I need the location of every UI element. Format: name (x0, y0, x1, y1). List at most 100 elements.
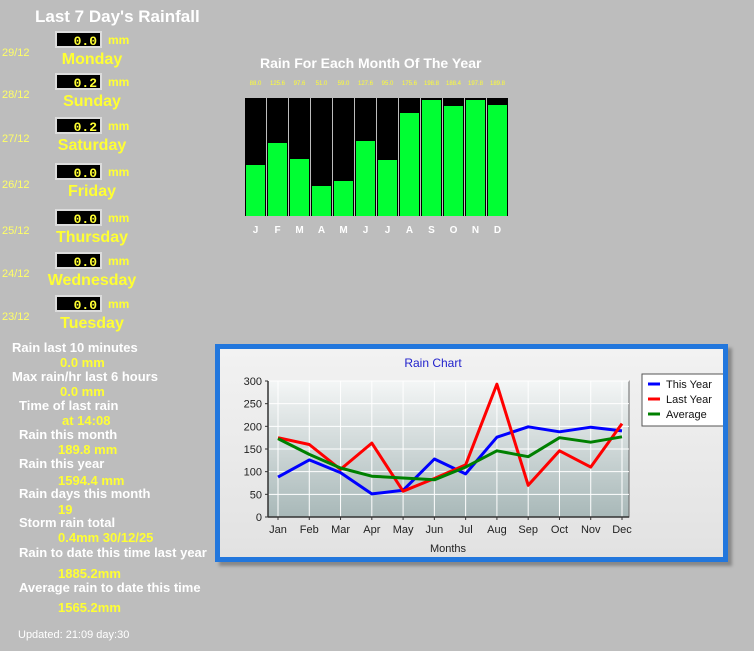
stat-label: Rain this month (19, 427, 118, 442)
bar-value-label: 125.6 (269, 81, 285, 87)
bar-value-label: 97.6 (293, 81, 306, 87)
x-tick-label: Oct (551, 524, 568, 536)
day-rain-value: 0.0 (55, 163, 102, 181)
x-tick-label: Dec (612, 524, 632, 536)
bar-track (399, 98, 420, 216)
day-rain-value: 0.0 (55, 209, 102, 227)
bar-category-label: J (384, 225, 391, 236)
bar-value-label: 59.0 (337, 81, 350, 87)
rain-line-chart: Rain Chart 0 50 100 150 200 250 300 Jan Feb Mar Ap… (244, 356, 725, 555)
bar-value-label: 127.6 (357, 81, 373, 87)
day-name: Monday (61, 51, 123, 68)
bar (246, 165, 265, 216)
rain-chart-panel: Rain Chart 0 50 100 150 200 250 300 Jan Feb Mar Ap… (215, 344, 728, 562)
monthly-chart-title: Rain For Each Month Of The Year (260, 55, 482, 71)
y-tick-label: 300 (244, 376, 262, 388)
stat-value: 0.0 mm (60, 355, 105, 370)
bar-track (487, 98, 508, 216)
y-tick-label: 100 (244, 467, 262, 479)
day-rain-value: 0.2 (55, 73, 102, 91)
bar (334, 181, 353, 216)
bar-track (267, 98, 288, 216)
bar (378, 160, 397, 216)
bar-track (245, 98, 266, 216)
stat-value: 1594.4 mm (58, 473, 125, 488)
bar-category-label: A (405, 225, 414, 236)
y-tick-label: 50 (250, 489, 262, 501)
day-date: 24/12 (2, 268, 30, 280)
page-title: Last 7 Day's Rainfall (35, 7, 200, 26)
y-tick-label: 150 (244, 444, 262, 456)
bar-track (421, 98, 442, 216)
bar-value-label: 188.4 (445, 81, 461, 87)
bar (466, 100, 485, 216)
y-tick-label: 200 (244, 421, 262, 433)
bar (488, 105, 507, 216)
stat-label: Average rain to date this time (19, 580, 201, 595)
bar-category-label: F (274, 225, 281, 236)
bar-track (289, 98, 310, 216)
stat-value: at 14:08 (62, 413, 111, 428)
stat-label: Storm rain total (19, 515, 116, 530)
stat-value: 0.4mm 30/12/25 (58, 530, 154, 545)
day-rain-unit: mm (108, 119, 130, 133)
day-name: Wednesday (47, 272, 137, 289)
stat-label: Rain to date this time last year (19, 545, 207, 560)
x-tick-label: Nov (581, 524, 601, 536)
stat-label: Max rain/hr last 6 hours (12, 369, 158, 384)
bar-track (377, 98, 398, 216)
legend-label: This Year (666, 379, 712, 391)
stat-value: 1565.2mm (58, 600, 121, 615)
day-rain-unit: mm (108, 297, 130, 311)
updated-timestamp: Updated: 21:09 day:30 (18, 629, 130, 641)
day-date: 29/12 (2, 47, 30, 59)
bar-category-label: J (362, 225, 369, 236)
bar-track (465, 98, 486, 216)
bar-track (311, 98, 332, 216)
bar-category-label: S (428, 225, 435, 236)
line-chart-title: Rain Chart (404, 356, 462, 370)
bar-value-label: 197.8 (467, 81, 483, 87)
day-name: Sunday (63, 93, 121, 110)
bar-track (355, 98, 376, 216)
y-tick-label: 250 (244, 399, 262, 411)
bar (444, 106, 463, 216)
day-rain-unit: mm (108, 211, 130, 225)
y-tick-label: 0 (256, 512, 262, 524)
day-name: Saturday (57, 137, 127, 154)
day-date: 25/12 (2, 225, 30, 237)
x-axis-label: Months (430, 543, 467, 555)
bar (422, 100, 441, 216)
bar-category-label: D (493, 225, 502, 236)
x-tick-label: Mar (331, 524, 350, 536)
day-date: 28/12 (2, 89, 30, 101)
x-tick-label: Jul (459, 524, 473, 536)
bar (312, 186, 331, 216)
day-rain-value: 0.0 (55, 295, 102, 313)
stat-label: Time of last rain (19, 398, 119, 413)
bar (268, 143, 287, 216)
legend-label: Last Year (666, 394, 712, 406)
bar-track (443, 98, 464, 216)
bar-value-label: 175.6 (401, 81, 417, 87)
stat-value: 189.8 mm (58, 442, 118, 457)
stat-label: Rain this year (19, 456, 105, 471)
day-rain-value: 0.0 (55, 31, 102, 49)
x-tick-label: Apr (363, 524, 380, 536)
x-tick-label: Jan (269, 524, 287, 536)
bar-value-label: 189.8 (489, 81, 505, 87)
day-rain-value: 0.0 (55, 252, 102, 270)
day-rain-unit: mm (108, 75, 130, 89)
bar-category-label: O (449, 225, 458, 236)
stat-value: 0.0 mm (60, 384, 105, 399)
bar-category-label: A (317, 225, 326, 236)
day-name: Friday (67, 183, 116, 200)
series-line-this-year (277, 425, 623, 496)
x-tick-label: Feb (300, 524, 319, 536)
stat-label: Rain days this month (19, 486, 151, 501)
stat-label: Rain last 10 minutes (12, 340, 138, 355)
x-tick-label: Jun (425, 524, 443, 536)
bar (290, 159, 309, 216)
bar (400, 113, 419, 216)
stat-value: 1885.2mm (58, 566, 121, 581)
